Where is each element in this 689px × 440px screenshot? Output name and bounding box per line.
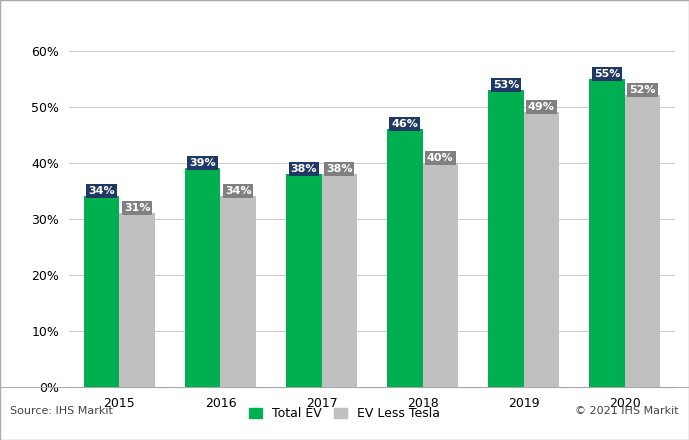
Text: 38%: 38% xyxy=(291,164,317,174)
Text: 40%: 40% xyxy=(427,153,453,163)
Bar xyxy=(84,196,119,387)
Text: 34%: 34% xyxy=(88,187,115,196)
Bar xyxy=(322,174,357,387)
Text: 34%: 34% xyxy=(225,187,251,196)
Text: Source: IHS Markit: Source: IHS Markit xyxy=(10,406,113,416)
Text: 46%: 46% xyxy=(391,119,418,129)
Text: 53%: 53% xyxy=(493,80,519,90)
Text: 55%: 55% xyxy=(594,69,620,79)
Bar xyxy=(422,163,458,387)
Bar xyxy=(489,90,524,387)
Bar xyxy=(119,213,155,387)
Legend: Total EV, EV Less Tesla: Total EV, EV Less Tesla xyxy=(245,402,444,425)
Bar xyxy=(286,174,322,387)
Text: 39%: 39% xyxy=(189,158,216,169)
Bar xyxy=(185,169,220,387)
Bar xyxy=(625,95,660,387)
Bar xyxy=(387,129,422,387)
Text: 38%: 38% xyxy=(326,164,353,174)
Text: Fuel Type Loyalty - EV and EV less Tesla: Fuel Type Loyalty - EV and EV less Tesla xyxy=(10,14,382,32)
Text: 49%: 49% xyxy=(528,103,555,112)
Text: 52%: 52% xyxy=(629,85,656,95)
Bar xyxy=(589,79,625,387)
Bar xyxy=(220,196,256,387)
Bar xyxy=(524,112,559,387)
Text: © 2021 IHS Markit: © 2021 IHS Markit xyxy=(575,406,679,416)
Text: 31%: 31% xyxy=(124,203,150,213)
